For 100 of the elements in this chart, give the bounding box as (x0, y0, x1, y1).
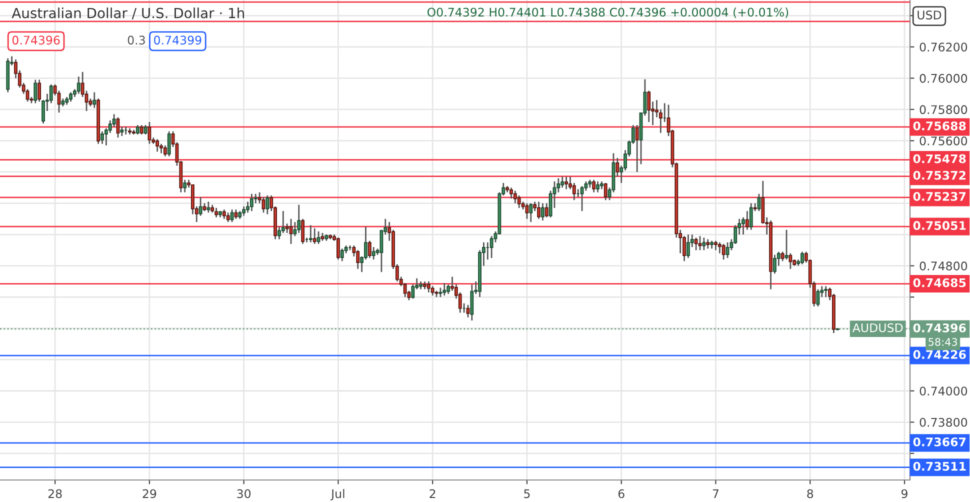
candlestick (92, 92, 96, 109)
candlestick (266, 194, 270, 215)
candlestick (336, 236, 340, 260)
candlestick (222, 208, 226, 220)
candlestick (714, 240, 718, 251)
candlestick (596, 180, 600, 194)
ref-line-label: 0.74685 (913, 278, 966, 288)
candlestick (529, 202, 533, 223)
candlestick (749, 202, 753, 231)
candlestick (702, 236, 706, 251)
candlestick (214, 207, 218, 218)
ref-line-label: 0.75372 (913, 170, 966, 180)
ref-line-label: 0.73511 (913, 462, 966, 471)
candlestick (742, 216, 745, 236)
x-tick-label: 28 (48, 489, 62, 498)
candlestick (76, 76, 80, 95)
candlestick (312, 228, 316, 245)
candlestick (226, 212, 230, 223)
x-tick-label: 30 (237, 489, 251, 498)
candlestick (250, 193, 254, 212)
candlestick (694, 236, 698, 251)
candlestick (372, 246, 376, 260)
candlestick (784, 229, 788, 260)
candlestick (136, 124, 140, 136)
candlestick (140, 124, 144, 136)
candlestick (69, 92, 72, 102)
candlestick (242, 206, 246, 216)
x-tick-label: 29 (142, 489, 156, 498)
text: 58:43 (928, 338, 958, 346)
candlestick (537, 201, 540, 220)
ref-line-label: 0.75688 (913, 121, 966, 130)
x-tick-label: 8 (807, 489, 814, 498)
candlestick (592, 179, 596, 194)
candlestick (706, 238, 710, 250)
candlestick (698, 235, 702, 251)
text: USD (918, 10, 942, 20)
ref-line-label: 0.75478 (913, 154, 966, 164)
candlestick (824, 285, 828, 298)
candlestick (289, 218, 293, 245)
ref-line-label: 0.73667 (913, 437, 966, 446)
candlestick (800, 251, 804, 265)
candlestick (722, 243, 726, 260)
candlestick (517, 194, 521, 209)
candlestick (510, 186, 513, 200)
candlestick (560, 176, 564, 188)
candlestick (34, 79, 38, 104)
y-tick-label: 0.76200 (920, 42, 968, 52)
annotation: 0.74396 (12, 36, 60, 45)
candlestick (773, 254, 776, 274)
y-tick-label: 0.75600 (920, 136, 968, 146)
candlestick (540, 202, 544, 222)
candlestick (368, 240, 372, 259)
candlestick (156, 138, 160, 152)
text: O0.74392 H0.74401 L0.74388 C0.74396 +0.00004 (+0.01%) (427, 8, 788, 18)
candlestick (356, 249, 360, 270)
y-tick-label: 0.73800 (920, 418, 968, 427)
y-tick-label: 0.75800 (920, 105, 968, 114)
annotation: 0.3 (128, 36, 145, 45)
candlestick (120, 126, 124, 137)
candlestick (490, 235, 494, 259)
annotation: 0.74399 (154, 36, 202, 45)
candlestick (144, 124, 148, 136)
x-tick-label: 9 (901, 489, 908, 498)
ref-line-label: 0.75237 (913, 192, 966, 201)
y-tick-label: 0.74000 (920, 386, 968, 396)
x-tick-label: 2 (430, 489, 436, 498)
candlestick (234, 208, 238, 220)
candlestick (745, 210, 749, 231)
x-tick-label: 6 (618, 489, 624, 498)
annotation: AUDUSD (852, 323, 903, 332)
candlestick (160, 143, 163, 154)
candlestick (635, 124, 639, 173)
candlestick (340, 248, 344, 262)
candlestick (470, 284, 474, 322)
candlestick (442, 282, 446, 296)
candlestick (183, 179, 187, 194)
y-tick-label: 0.76000 (920, 74, 968, 83)
candlestick (148, 121, 152, 145)
ref-line-label: 0.75051 (913, 221, 966, 230)
candlestick (100, 130, 104, 145)
candlestick (316, 230, 320, 245)
x-tick-label: 7 (712, 489, 718, 498)
candlestick (430, 285, 434, 296)
candlestick (308, 224, 312, 244)
x-tick-label: Jul (330, 489, 344, 500)
candlestick (466, 304, 470, 318)
candlestick (686, 234, 690, 259)
candlestick (163, 144, 167, 158)
chart-title: Australian Dollar / U.S. Dollar · 1h (12, 8, 244, 20)
x-tick-label: 5 (524, 489, 530, 498)
candlestick (525, 202, 529, 220)
candlestick (167, 130, 171, 158)
ref-line-label: 0.74396 (913, 323, 966, 332)
candlestick (604, 182, 608, 201)
candlestick (647, 90, 651, 123)
candlestick (544, 202, 548, 218)
ref-line-label: 0.74226 (913, 350, 966, 359)
candlestick (297, 204, 301, 234)
candlestick (206, 201, 210, 214)
candlestick (38, 79, 42, 102)
